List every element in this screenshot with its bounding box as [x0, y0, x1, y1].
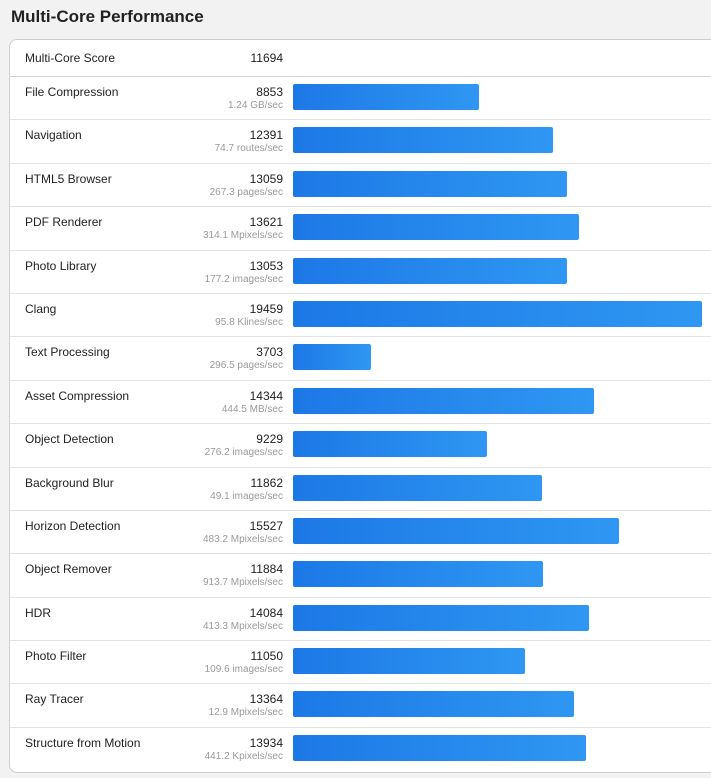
- benchmark-name: PDF Renderer: [25, 215, 103, 230]
- benchmark-row: Background Blur 11862 49.1 images/sec: [10, 468, 711, 511]
- benchmark-name: Object Detection: [25, 432, 114, 447]
- benchmark-row: Photo Library 13053 177.2 images/sec: [10, 251, 711, 294]
- results-panel: Multi-Core Score 11694 File Compression 8…: [9, 39, 711, 773]
- overall-score-label: Multi-Core Score: [25, 51, 116, 65]
- benchmark-score: 13059: [249, 171, 283, 186]
- benchmark-row: Ray Tracer 13364 12.9 Mpixels/sec: [10, 684, 711, 728]
- benchmark-bar: [293, 214, 579, 241]
- benchmark-bar: [293, 734, 586, 761]
- benchmark-name: Object Remover: [25, 562, 112, 577]
- benchmark-rate: 109.6 images/sec: [204, 664, 283, 676]
- benchmark-rate: 74.7 routes/sec: [214, 143, 283, 155]
- benchmark-bar: [293, 257, 567, 284]
- benchmark-rate: 276.2 images/sec: [204, 447, 283, 459]
- benchmark-bar: [293, 300, 702, 327]
- benchmark-bar: [293, 344, 371, 371]
- benchmark-row: HTML5 Browser 13059 267.3 pages/sec: [10, 164, 711, 208]
- benchmark-name: Ray Tracer: [25, 692, 84, 707]
- benchmark-name: Structure from Motion: [25, 735, 141, 750]
- benchmark-score: 13621: [249, 215, 283, 230]
- benchmark-row: Object Remover 11884 913.7 Mpixels/sec: [10, 554, 711, 598]
- benchmark-row: PDF Renderer 13621 314.1 Mpixels/sec: [10, 207, 711, 251]
- benchmark-rate: 1.24 GB/sec: [227, 100, 283, 111]
- benchmark-rate: 441.2 Kpixels/sec: [204, 750, 283, 762]
- benchmark-name: HTML5 Browser: [25, 171, 112, 186]
- benchmark-bar: [293, 474, 542, 501]
- benchmark-bar: [293, 561, 543, 588]
- benchmark-rate: 413.3 Mpixels/sec: [202, 620, 283, 632]
- benchmark-score: 13053: [249, 258, 283, 273]
- benchmark-name: Horizon Detection: [25, 518, 121, 533]
- benchmark-row: Asset Compression 14344 444.5 MB/sec: [10, 381, 711, 425]
- benchmark-rate: 12.9 Mpixels/sec: [208, 707, 283, 719]
- benchmark-row: File Compression 8853 1.24 GB/sec: [10, 77, 711, 121]
- page-title: Multi-Core Performance: [11, 7, 204, 26]
- benchmark-score: 13364: [249, 692, 283, 707]
- benchmark-score: 11862: [250, 475, 283, 490]
- benchmark-rate: 267.3 pages/sec: [209, 186, 283, 198]
- benchmark-rate: 444.5 MB/sec: [221, 403, 283, 415]
- benchmark-bar: [293, 604, 589, 631]
- benchmark-bar: [293, 170, 567, 197]
- overall-score-row: Multi-Core Score 11694: [10, 40, 711, 77]
- benchmark-bar: [293, 387, 594, 414]
- benchmark-name: Navigation: [25, 128, 82, 143]
- benchmark-rate: 95.8 Klines/sec: [215, 316, 283, 328]
- benchmark-bar: [293, 431, 487, 458]
- overall-score-value: 11694: [250, 51, 283, 65]
- benchmark-row: Navigation 12391 74.7 routes/sec: [10, 120, 711, 164]
- benchmark-bar: [293, 648, 525, 675]
- benchmark-score: 9229: [256, 432, 283, 447]
- benchmark-name: Clang: [25, 301, 57, 316]
- benchmark-bar: [293, 517, 619, 544]
- benchmark-rate: 177.2 images/sec: [204, 273, 283, 285]
- benchmark-name: Asset Compression: [25, 388, 130, 403]
- benchmark-name: Photo Library: [25, 258, 97, 273]
- benchmark-bar: [293, 691, 574, 718]
- benchmark-name: File Compression: [25, 85, 119, 99]
- benchmark-score: 3703: [256, 345, 283, 360]
- benchmark-score: 13934: [249, 735, 283, 750]
- benchmark-rate: 913.7 Mpixels/sec: [202, 577, 283, 589]
- benchmark-row: HDR 14084 413.3 Mpixels/sec: [10, 598, 711, 642]
- benchmark-score: 12391: [249, 128, 283, 143]
- benchmark-name: HDR: [25, 605, 51, 620]
- benchmark-score: 11050: [250, 649, 283, 664]
- benchmark-name: Background Blur: [25, 475, 114, 490]
- benchmark-score: 19459: [249, 301, 283, 316]
- benchmark-row: Text Processing 3703 296.5 pages/sec: [10, 337, 711, 381]
- benchmark-row: Clang 19459 95.8 Klines/sec: [10, 294, 711, 338]
- benchmark-score: 15527: [249, 518, 283, 533]
- benchmark-rate: 314.1 Mpixels/sec: [202, 230, 283, 242]
- benchmark-score: 11884: [250, 562, 283, 577]
- benchmark-list: File Compression 8853 1.24 GB/sec Navigatio…: [10, 77, 711, 771]
- benchmark-bar: [293, 84, 479, 110]
- benchmark-name: Photo Filter: [25, 649, 87, 664]
- benchmark-row: Horizon Detection 15527 483.2 Mpixels/sec: [10, 511, 711, 555]
- benchmark-rate: 483.2 Mpixels/sec: [202, 533, 283, 545]
- benchmark-bar: [293, 127, 553, 154]
- benchmark-row: Structure from Motion 13934 441.2 Kpixels/…: [10, 728, 711, 771]
- benchmark-score: 14084: [249, 605, 283, 620]
- benchmark-row: Photo Filter 11050 109.6 images/sec: [10, 641, 711, 685]
- benchmark-row: Object Detection 9229 276.2 images/sec: [10, 424, 711, 468]
- benchmark-score: 8853: [256, 85, 283, 99]
- benchmark-name: Text Processing: [25, 345, 110, 360]
- benchmark-rate: 49.1 images/sec: [210, 490, 283, 502]
- benchmark-score: 14344: [249, 388, 283, 403]
- benchmark-rate: 296.5 pages/sec: [209, 360, 283, 372]
